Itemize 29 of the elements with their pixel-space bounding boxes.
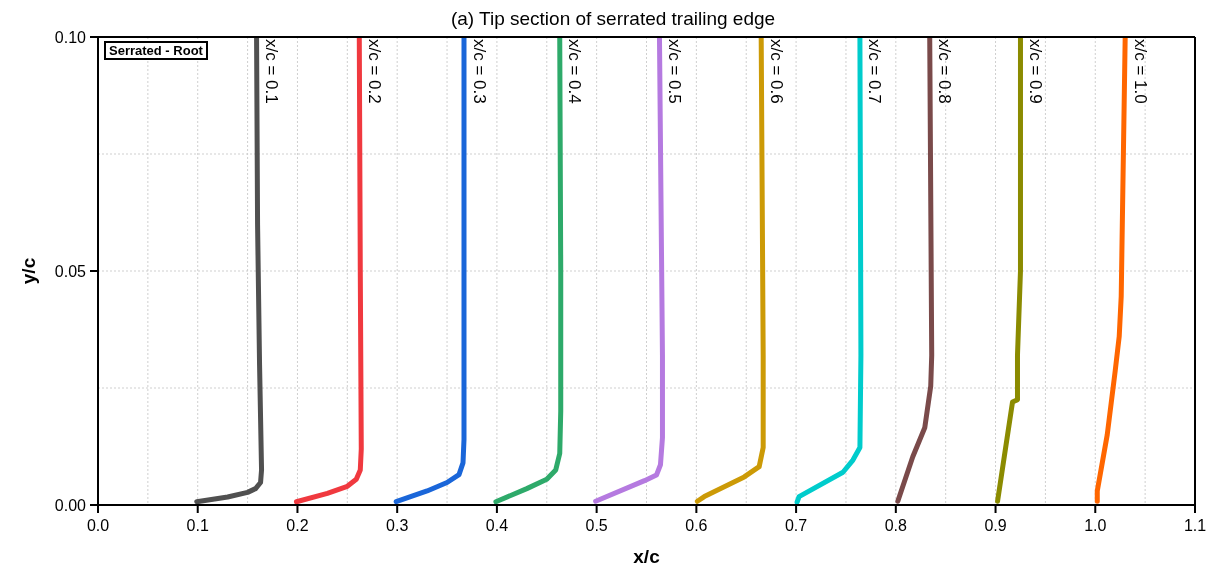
x-tick-label: 1.0: [1084, 517, 1107, 534]
text: x/c = 0.3: [469, 39, 489, 104]
annotation: Serrated - Root: [104, 41, 208, 60]
text: x/c = 0.8: [935, 39, 955, 104]
x-tick-label: 0.8: [884, 517, 908, 534]
x-axis-title: x/c: [633, 546, 661, 567]
x-tick-label: 0.7: [784, 517, 808, 534]
text: x/c = 0.7: [865, 39, 885, 104]
x-tick-label: 0.6: [685, 517, 708, 534]
y-tick-label: 0.00: [54, 497, 87, 514]
text: x/c = 0.5: [664, 39, 684, 104]
x-tick-label: 1.1: [1183, 517, 1207, 534]
text: x/c = 0.1: [262, 39, 282, 104]
chart-title: (a) Tip section of serrated trailing edge: [449, 8, 777, 30]
x-tick-label: 0.2: [286, 517, 309, 534]
x-tick-label: 0.1: [186, 517, 209, 534]
x-tick-label: 0.5: [585, 517, 608, 534]
y-axis-title: y/c: [17, 257, 39, 285]
text: x/c = 0.2: [364, 39, 384, 104]
x-tick-label: 0.3: [386, 517, 409, 534]
text: x/c = 1.0: [1130, 39, 1150, 104]
x-tick-label: 0.9: [984, 517, 1007, 534]
text: x/c = 0.9: [1025, 39, 1045, 104]
x-tick-label: 0.0: [86, 517, 110, 534]
x-tick-label: 0.4: [485, 517, 509, 534]
y-tick-label: 0.10: [54, 29, 87, 46]
text: x/c = 0.6: [766, 39, 786, 104]
text: x/c = 0.4: [565, 39, 585, 104]
y-tick-label: 0.05: [54, 263, 87, 280]
